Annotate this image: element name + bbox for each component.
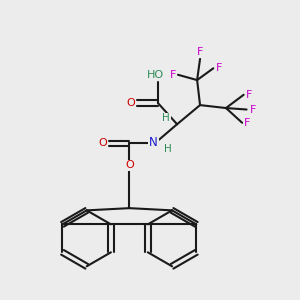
Text: F: F xyxy=(250,104,256,115)
Text: H: H xyxy=(162,113,170,123)
Text: HO: HO xyxy=(146,70,164,80)
Text: F: F xyxy=(215,63,222,73)
Text: O: O xyxy=(127,98,135,108)
Text: O: O xyxy=(125,160,134,170)
Text: H: H xyxy=(164,144,172,154)
Text: F: F xyxy=(169,70,176,80)
Text: N: N xyxy=(149,136,158,149)
Text: F: F xyxy=(244,118,250,128)
Text: F: F xyxy=(197,47,203,57)
Text: F: F xyxy=(246,90,252,100)
Text: O: O xyxy=(98,138,107,148)
